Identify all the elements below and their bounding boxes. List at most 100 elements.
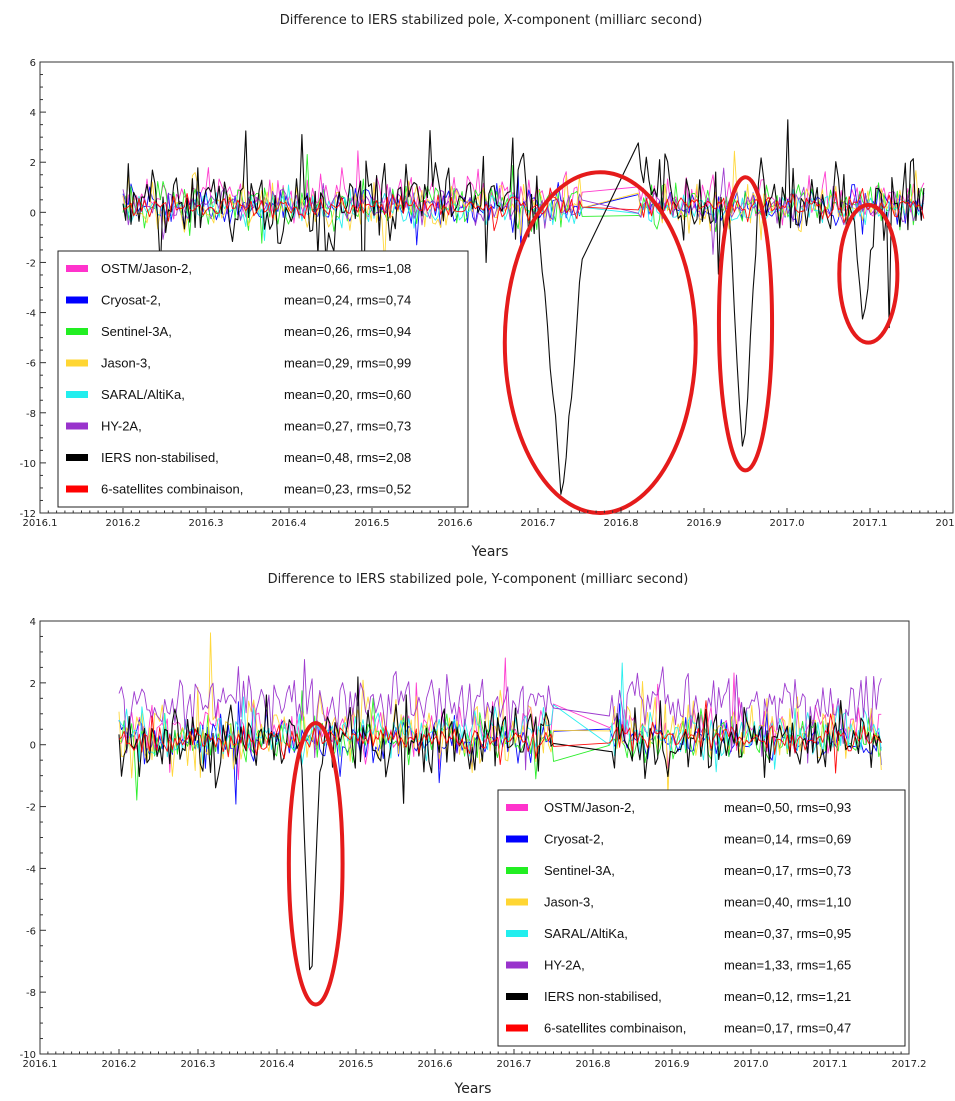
legend-swatch xyxy=(66,454,88,461)
x-tick-label: 2016.2 xyxy=(106,518,141,529)
legend-swatch xyxy=(66,296,88,304)
chart-title: Difference to IERS stabilized pole, X-co… xyxy=(280,13,703,28)
legend-series-stats: mean=0,14, rms=0,69 xyxy=(724,832,851,847)
y-tick-label: -6 xyxy=(26,359,36,370)
legend-series-stats: mean=0,20, rms=0,60 xyxy=(284,387,411,402)
legend-series-stats: mean=0,17, rms=0,73 xyxy=(724,863,851,878)
legend-series-name: Sentinel-3A, xyxy=(544,863,615,878)
legend-series-stats: mean=0,40, rms=1,10 xyxy=(724,895,851,910)
series-line xyxy=(118,659,882,771)
series-line xyxy=(118,676,882,971)
legend-series-name: 6-satellites combinaison, xyxy=(544,1021,686,1036)
legend-swatch xyxy=(506,1024,528,1032)
x-tick-label: 2016.1 xyxy=(23,518,58,529)
series-line xyxy=(118,700,882,774)
x-tick-label: 2016.5 xyxy=(355,518,390,529)
legend-swatch xyxy=(66,422,88,430)
legend-series-stats: mean=0,23, rms=0,52 xyxy=(284,482,411,497)
legend-swatch xyxy=(66,328,88,335)
legend-series-name: OSTM/Jason-2, xyxy=(101,261,192,276)
highlight-ellipse xyxy=(286,721,345,1007)
x-tick-label: 2016.3 xyxy=(189,518,224,529)
highlight-ellipse xyxy=(716,175,775,473)
legend-swatch xyxy=(66,359,88,367)
x-tick-label: 2016.5 xyxy=(339,1059,374,1070)
x-tick-label: 2016.1 xyxy=(23,1059,58,1070)
x-tick-label: 2016.9 xyxy=(687,518,722,529)
legend-swatch xyxy=(506,804,528,811)
legend-swatch xyxy=(506,835,528,843)
legend-series-stats: mean=0,37, rms=0,95 xyxy=(724,926,851,941)
y-tick-label: -12 xyxy=(20,509,36,520)
y-tick-label: 4 xyxy=(30,108,36,119)
legend-swatch xyxy=(506,898,528,906)
legend-series-name: Sentinel-3A, xyxy=(101,324,172,339)
x-axis-label: Years xyxy=(454,1081,492,1097)
x-tick-label: 2016.7 xyxy=(497,1059,532,1070)
legend-swatch xyxy=(66,391,88,398)
x-tick-label: 2017.2 xyxy=(892,1059,927,1070)
legend-series-name: SARAL/AltiKa, xyxy=(101,387,185,402)
legend-box xyxy=(497,789,906,1047)
legend-series-stats: mean=1,33, rms=1,65 xyxy=(724,958,851,973)
series-line xyxy=(122,119,925,495)
legend-swatch xyxy=(506,867,528,874)
legend-series-name: Jason-3, xyxy=(101,356,151,371)
legend-swatch xyxy=(506,961,528,969)
legend-series-stats: mean=0,26, rms=0,94 xyxy=(284,324,411,339)
legend-swatch xyxy=(506,930,528,937)
y-tick-label: 0 xyxy=(30,741,36,752)
legend-series-stats: mean=0,48, rms=2,08 xyxy=(284,450,411,465)
legend-series-name: 6-satellites combinaison, xyxy=(101,482,243,497)
axis-layer: 2016.1 2016.2 2016.3 2016.4 2016.5 2016.6 2016… xyxy=(20,617,927,1070)
series-line xyxy=(122,150,925,266)
y-tick-label: -10 xyxy=(20,459,36,470)
legend-series-stats: mean=0,66, rms=1,08 xyxy=(284,261,411,276)
chart-title: Difference to IERS stabilized pole, Y-co… xyxy=(268,572,689,587)
x-tick-label: 2016.4 xyxy=(272,518,307,529)
legend-series-stats: mean=0,17, rms=0,47 xyxy=(724,1021,851,1036)
legend-series-name: OSTM/Jason-2, xyxy=(544,800,635,815)
y-tick-label: -8 xyxy=(26,988,36,999)
x-tick-label: 2017.1 xyxy=(813,1059,848,1070)
y-tick-label: 2 xyxy=(30,158,36,169)
highlight-layer xyxy=(286,721,345,1007)
highlight-ellipse xyxy=(502,170,698,515)
legend-series-stats: mean=0,12, rms=1,21 xyxy=(724,989,851,1004)
highlight-layer xyxy=(502,170,900,515)
legend-series-stats: mean=0,29, rms=0,99 xyxy=(284,356,411,371)
x-tick-label: 2016.8 xyxy=(604,518,639,529)
legend-series-stats: mean=0,24, rms=0,74 xyxy=(284,293,411,308)
series-line xyxy=(122,154,925,244)
y-tick-label: 2 xyxy=(30,679,36,690)
legend-series-stats: mean=0,27, rms=0,73 xyxy=(284,419,411,434)
x-tick-label: 2016.7 xyxy=(521,518,556,529)
y-tick-label: -8 xyxy=(26,409,36,420)
x-tick-label: 2016.9 xyxy=(655,1059,690,1070)
legend-swatch xyxy=(506,993,528,1000)
legend-series-name: IERS non-stabilised, xyxy=(544,989,662,1004)
legend-series-name: IERS non-stabilised, xyxy=(101,450,219,465)
y-tick-label: 0 xyxy=(30,208,36,219)
legend-swatch xyxy=(66,265,88,272)
x-tick-label: 2016.3 xyxy=(181,1059,216,1070)
legend: OSTM/Jason-2, mean=0,66, rms=1,08 Cryosat-… xyxy=(57,250,469,508)
y-tick-label: -6 xyxy=(26,926,36,937)
x-tick-label: 2017.1 xyxy=(853,518,888,529)
legend-swatch xyxy=(66,485,88,493)
y-tick-label: 6 xyxy=(30,58,36,69)
x-tick-label: 2016.4 xyxy=(260,1059,295,1070)
x-tick-label: 2016.6 xyxy=(418,1059,453,1070)
x-tick-label: 2017.2 xyxy=(936,518,955,529)
x-tick-label: 2017.0 xyxy=(734,1059,769,1070)
chart-y-component: Difference to IERS stabilized pole, Y-co… xyxy=(20,572,927,1097)
legend-series-name: HY-2A, xyxy=(544,958,585,973)
legend-series-name: HY-2A, xyxy=(101,419,142,434)
legend-series-name: Cryosat-2, xyxy=(544,832,604,847)
legend-series-name: Cryosat-2, xyxy=(101,293,161,308)
y-tick-label: -2 xyxy=(26,258,36,269)
legend-series-stats: mean=0,50, rms=0,93 xyxy=(724,800,851,815)
x-axis-label: Years xyxy=(471,544,509,560)
legend-series-name: Jason-3, xyxy=(544,895,594,910)
